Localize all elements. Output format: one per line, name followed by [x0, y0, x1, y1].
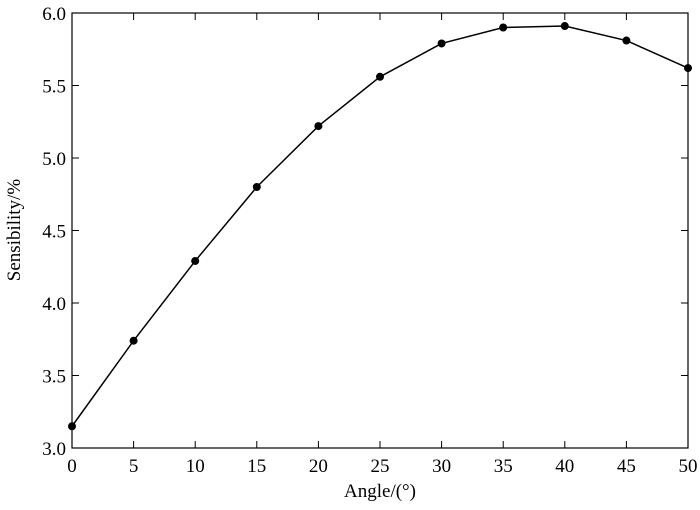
data-point	[68, 422, 76, 431]
data-point	[314, 122, 323, 131]
data-point	[376, 72, 384, 81]
y-tick-label: 6.0	[42, 4, 66, 25]
data-point	[560, 22, 569, 31]
x-tick-label: 50	[679, 456, 698, 477]
y-tick-label: 4.5	[42, 222, 66, 243]
y-tick-label: 3.0	[42, 439, 66, 460]
y-axis-label: Sensibility/%	[4, 179, 25, 282]
x-tick-label: 40	[555, 456, 574, 477]
data-point	[684, 64, 692, 73]
y-tick-label: 4.0	[42, 294, 66, 315]
y-tick-label: 5.0	[42, 149, 66, 170]
data-point	[129, 336, 138, 345]
x-tick-label: 0	[67, 456, 77, 477]
data-point	[437, 39, 446, 48]
series-line	[71, 25, 689, 427]
x-tick-label: 45	[617, 456, 636, 477]
data-point	[499, 23, 508, 32]
data-point	[622, 36, 631, 45]
x-tick-label: 25	[371, 456, 390, 477]
x-tick-label: 20	[309, 456, 328, 477]
x-tick-label: 10	[186, 456, 205, 477]
x-tick-label: 35	[494, 456, 513, 477]
x-tick-label: 30	[432, 456, 451, 477]
data-point	[191, 256, 200, 265]
y-tick-label: 3.5	[42, 367, 66, 388]
data-point	[252, 183, 261, 191]
y-tick-label: 5.5	[42, 77, 66, 98]
x-tick-label: 15	[247, 456, 266, 477]
x-axis-label: Angle/(°)	[344, 481, 416, 502]
x-tick-label: 5	[129, 456, 139, 477]
